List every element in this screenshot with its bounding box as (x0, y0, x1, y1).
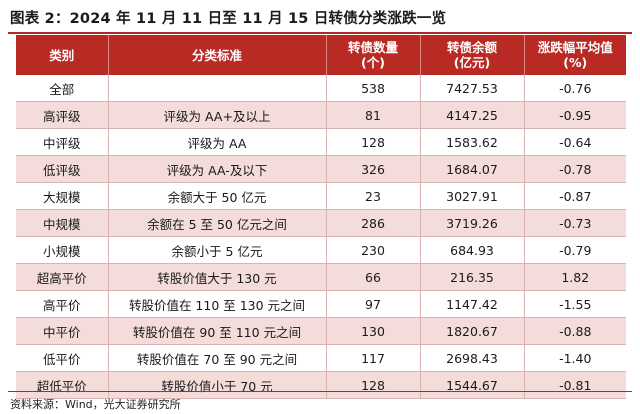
table-row: 高平价 转股价值在 110 至 130 元之间 97 1147.42 -1.55 (16, 290, 626, 318)
header-text: 转债余额 (446, 40, 497, 55)
table-row: 超高平价 转股价值大于 130 元 66 216.35 1.82 (16, 263, 626, 291)
balance-cell: 3719.26 (420, 209, 525, 237)
header-balance: 转债余额 (亿元) (420, 35, 525, 75)
source-note: 资料来源：Wind，光大证券研究所 (10, 398, 181, 411)
balance-cell: 1544.67 (420, 371, 525, 399)
category-cell: 超低平价 (16, 371, 109, 399)
table-row: 中评级 评级为 AA 128 1583.62 -0.64 (16, 128, 626, 156)
header-text: (%) (563, 55, 588, 70)
change-cell: 1.82 (524, 263, 626, 291)
change-cell: -0.73 (524, 209, 626, 237)
count-cell: 23 (326, 182, 421, 210)
standard-cell: 余额小于 5 亿元 (108, 236, 327, 264)
standard-cell (108, 75, 327, 102)
standard-cell: 转股价值在 110 至 130 元之间 (108, 290, 327, 318)
category-cell: 全部 (16, 75, 109, 102)
category-cell: 大规模 (16, 182, 109, 210)
header-text: 分类标准 (191, 47, 242, 63)
figure-title: 图表 2：2024 年 11 月 11 日至 11 月 15 日转债分类涨跌一览 (10, 11, 447, 27)
title-rule (8, 32, 632, 34)
change-cell: -0.87 (524, 182, 626, 210)
standard-cell: 转股价值小于 70 元 (108, 371, 327, 399)
bond-classification-table: 类别 分类标准 转债数量 (个) 转债余额 (亿元) 涨跌幅平均值 (%) 全部 538… (16, 35, 626, 399)
count-cell: 97 (326, 290, 421, 318)
category-cell: 高评级 (16, 101, 109, 129)
count-cell: 230 (326, 236, 421, 264)
count-cell: 128 (326, 371, 421, 399)
table-body: 全部 538 7427.53 -0.76 高评级 评级为 AA+及以上 81 4147.25-… (16, 75, 626, 399)
category-cell: 中平价 (16, 317, 109, 345)
header-change: 涨跌幅平均值 (%) (524, 35, 626, 75)
change-cell: -0.95 (524, 101, 626, 129)
table-row: 中规模 余额在 5 至 50 亿元之间 286 3719.26 -0.73 (16, 209, 626, 237)
count-cell: 538 (326, 75, 421, 102)
header-standard: 分类标准 (108, 35, 327, 75)
table-row: 中平价 转股价值在 90 至 110 元之间 130 1820.67 -0.88 (16, 317, 626, 345)
header-text: (个) (361, 55, 385, 70)
table-row: 大规模 余额大于 50 亿元 23 3027.91 -0.87 (16, 182, 626, 210)
balance-cell: 1820.67 (420, 317, 525, 345)
count-cell: 128 (326, 128, 421, 156)
count-cell: 130 (326, 317, 421, 345)
count-cell: 326 (326, 155, 421, 183)
standard-cell: 转股价值在 70 至 90 元之间 (108, 344, 327, 372)
change-cell: -1.40 (524, 344, 626, 372)
table-row: 全部 538 7427.53 -0.76 (16, 75, 626, 102)
category-cell: 超高平价 (16, 263, 109, 291)
header-text: 涨跌幅平均值 (537, 40, 613, 55)
header-text: (亿元) (453, 55, 491, 70)
count-cell: 81 (326, 101, 421, 129)
standard-cell: 评级为 AA-及以下 (108, 155, 327, 183)
count-cell: 66 (326, 263, 421, 291)
balance-cell: 7427.53 (420, 75, 525, 102)
change-cell: -1.55 (524, 290, 626, 318)
table-row: 低评级 评级为 AA-及以下 326 1684.07 -0.78 (16, 155, 626, 183)
standard-cell: 余额大于 50 亿元 (108, 182, 327, 210)
standard-cell: 余额在 5 至 50 亿元之间 (108, 209, 327, 237)
header-category: 类别 (16, 35, 109, 75)
bottom-rule (8, 391, 632, 392)
change-cell: -0.79 (524, 236, 626, 264)
balance-cell: 4147.25 (420, 101, 525, 129)
category-cell: 低平价 (16, 344, 109, 372)
change-cell: -0.78 (524, 155, 626, 183)
header-text: 转债数量 (347, 40, 398, 55)
category-cell: 小规模 (16, 236, 109, 264)
balance-cell: 684.93 (420, 236, 525, 264)
category-cell: 高平价 (16, 290, 109, 318)
change-cell: -0.76 (524, 75, 626, 102)
standard-cell: 转股价值在 90 至 110 元之间 (108, 317, 327, 345)
count-cell: 286 (326, 209, 421, 237)
balance-cell: 3027.91 (420, 182, 525, 210)
change-cell: -0.81 (524, 371, 626, 399)
change-cell: -0.64 (524, 128, 626, 156)
table-header-row: 类别 分类标准 转债数量 (个) 转债余额 (亿元) 涨跌幅平均值 (%) (16, 35, 626, 75)
table-row: 小规模 余额小于 5 亿元 230 684.93 -0.79 (16, 236, 626, 264)
balance-cell: 1684.07 (420, 155, 525, 183)
balance-cell: 2698.43 (420, 344, 525, 372)
category-cell: 低评级 (16, 155, 109, 183)
balance-cell: 216.35 (420, 263, 525, 291)
standard-cell: 评级为 AA (108, 128, 327, 156)
balance-cell: 1147.42 (420, 290, 525, 318)
standard-cell: 转股价值大于 130 元 (108, 263, 327, 291)
table-row: 低平价 转股价值在 70 至 90 元之间 117 2698.43 -1.40 (16, 344, 626, 372)
standard-cell: 评级为 AA+及以上 (108, 101, 327, 129)
table-row: 高评级 评级为 AA+及以上 81 4147.25 -0.95 (16, 101, 626, 129)
category-cell: 中规模 (16, 209, 109, 237)
table-row: 超低平价 转股价值小于 70 元 128 1544.67 -0.81 (16, 371, 626, 399)
header-text: 类别 (49, 47, 75, 63)
header-count: 转债数量 (个) (326, 35, 421, 75)
change-cell: -0.88 (524, 317, 626, 345)
balance-cell: 1583.62 (420, 128, 525, 156)
category-cell: 中评级 (16, 128, 109, 156)
count-cell: 117 (326, 344, 421, 372)
